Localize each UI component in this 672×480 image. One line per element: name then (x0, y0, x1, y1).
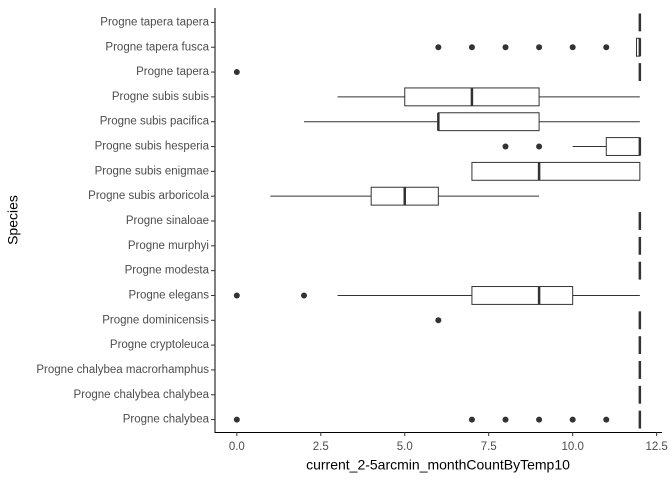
y-tick-label: Progne subis hesperia (95, 141, 210, 153)
outlier (435, 44, 442, 51)
y-tick-label: Progne chalybea chalybea (73, 389, 209, 401)
outlier (536, 416, 543, 423)
outlier (536, 143, 543, 150)
outlier (468, 44, 475, 51)
outlier (569, 416, 576, 423)
y-tick-label: Progne dominicensis (102, 314, 209, 326)
x-axis-label: current_2-5arcmin_monthCountByTemp10 (306, 457, 570, 473)
x-tick-label: 7.5 (481, 441, 497, 453)
y-tick-label: Progne tapera tapera (100, 16, 209, 28)
y-tick-label: Progne tapera (136, 66, 209, 78)
y-tick-label: Progne chalybea macrorhamphus (36, 364, 209, 376)
outlier (502, 416, 509, 423)
box (605, 137, 641, 156)
y-tick-label: Progne modesta (125, 265, 210, 277)
y-tick-label: Progne elegans (128, 290, 209, 302)
outlier (536, 44, 543, 51)
x-tick-label: 2.5 (313, 441, 329, 453)
outlier (233, 292, 240, 299)
outlier (569, 44, 576, 51)
y-tick-label: Progne cryptoleuca (110, 339, 210, 351)
y-tick-label: Progne murphyi (128, 240, 209, 252)
box (437, 112, 540, 132)
outlier (301, 292, 307, 299)
outlier (502, 143, 509, 150)
outlier (435, 317, 442, 324)
x-tick-label: 0.0 (229, 441, 245, 453)
y-tick-label: Progne subis arboricola (88, 190, 209, 202)
x-tick-label: 12.5 (645, 441, 667, 453)
y-tick-label: Progne sinaloae (126, 215, 209, 227)
outlier (233, 416, 240, 423)
y-tick-label: Progne subis subis (112, 91, 209, 103)
outlier (603, 416, 610, 423)
outlier (603, 44, 610, 51)
y-tick-label: Progne subis enigmae (95, 165, 209, 177)
y-axis-label: Species (5, 195, 21, 245)
y-tick-label: Progne chalybea (123, 414, 210, 426)
box (471, 161, 641, 181)
outlier (502, 44, 509, 51)
box (471, 286, 574, 305)
y-tick-label: Progne subis pacifica (100, 116, 210, 128)
y-tick-label: Progne tapera fusca (105, 41, 209, 53)
outlier (468, 416, 475, 423)
x-tick-label: 10.0 (561, 441, 583, 453)
outlier (233, 69, 240, 76)
x-tick-label: 5.0 (397, 441, 413, 453)
